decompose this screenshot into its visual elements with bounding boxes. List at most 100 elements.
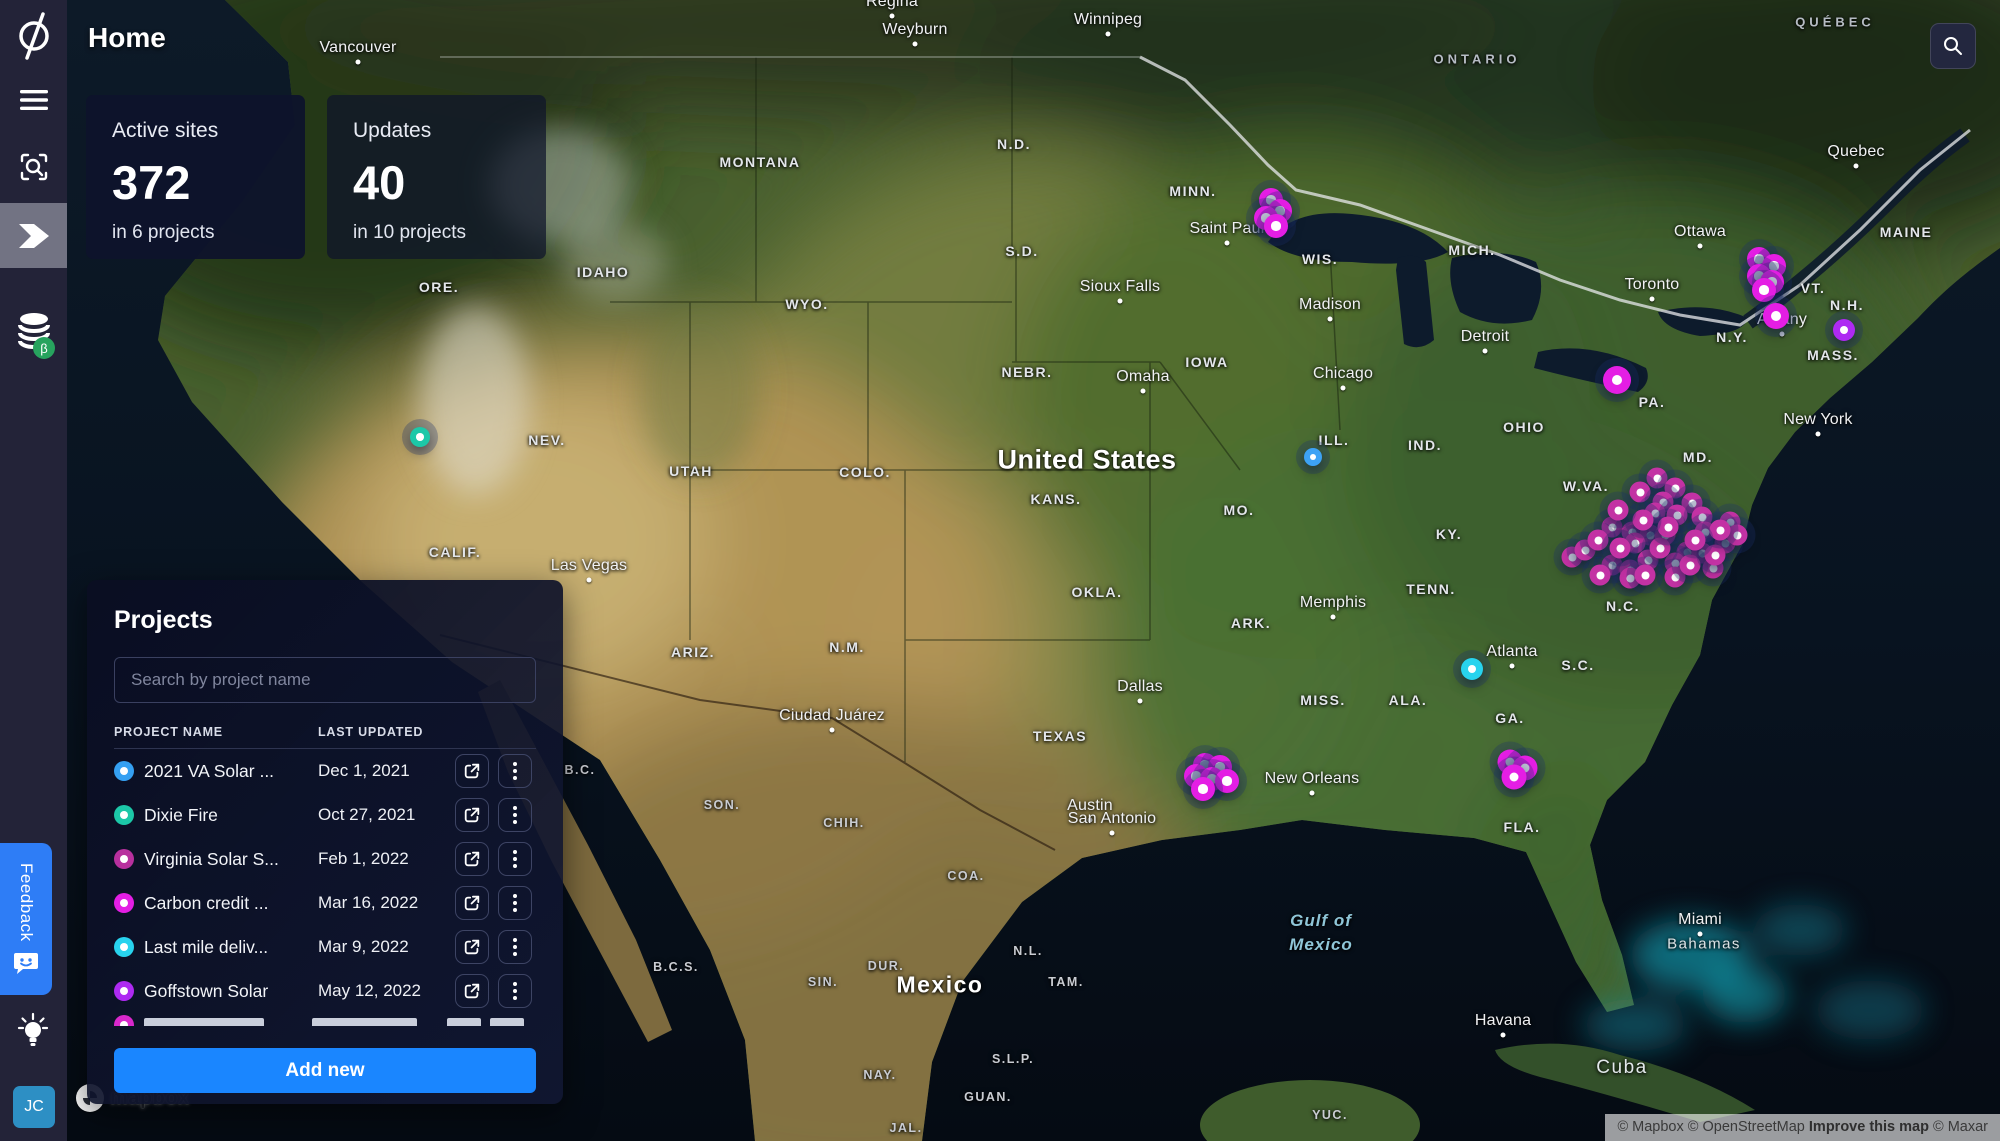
map-marker-marker-illinois[interactable] — [1304, 448, 1322, 466]
share-project-button[interactable] — [455, 974, 489, 1008]
share-project-button[interactable] — [455, 798, 489, 832]
map-marker-virginia-solar-cluster[interactable] — [1632, 509, 1654, 531]
attribution-improve-link[interactable]: Improve this map — [1808, 1119, 1929, 1135]
feedback-smiley-icon — [14, 953, 38, 975]
user-avatar[interactable]: JC — [13, 1086, 55, 1128]
map-marker-cluster-jacksonville[interactable] — [1501, 764, 1527, 790]
share-project-button[interactable] — [455, 842, 489, 876]
orbit-logo-icon — [18, 12, 49, 60]
updates-sub: in 10 projects — [353, 222, 467, 243]
share-project-button[interactable] — [455, 930, 489, 964]
map-marker-marker-albany[interactable] — [1763, 303, 1789, 329]
map-attribution: © Mapbox © OpenStreetMap Improve this ma… — [1605, 1114, 2000, 1141]
map-marker-virginia-solar-cluster[interactable] — [1629, 481, 1651, 503]
col-project-name: PROJECT NAME — [114, 725, 223, 739]
project-row[interactable]: 2021 VA Solar ... Dec 1, 2021 — [114, 749, 536, 793]
kebab-menu-icon — [513, 945, 517, 949]
share-icon — [464, 763, 480, 779]
map-marker-virginia-solar-cluster[interactable] — [1601, 516, 1623, 538]
map-marker-virginia-solar-cluster[interactable] — [1709, 519, 1731, 541]
map-marker-virginia-solar-cluster[interactable] — [1684, 529, 1706, 551]
updates-card: Updates 40 in 10 projects — [327, 95, 546, 259]
kebab-menu-icon — [513, 769, 517, 773]
map-marker-virginia-solar-cluster[interactable] — [1646, 467, 1668, 489]
map-marker-virginia-solar-cluster[interactable] — [1587, 529, 1609, 551]
share-icon — [464, 851, 480, 867]
attribution-maxar-link[interactable]: © Maxar — [1933, 1119, 1988, 1135]
map-marker-marker-atlanta[interactable] — [1461, 658, 1483, 680]
feedback-tab[interactable]: Feedback — [0, 843, 52, 995]
updates-value: 40 — [353, 156, 406, 209]
map-marker-cluster-louisiana[interactable] — [1191, 777, 1215, 801]
map-marker-virginia-solar-cluster[interactable] — [1679, 554, 1701, 576]
project-color-dot — [114, 937, 134, 957]
project-menu-button[interactable] — [498, 798, 532, 832]
project-row[interactable]: Last mile deliv... Mar 9, 2022 — [114, 925, 536, 969]
project-menu-button[interactable] — [498, 930, 532, 964]
map-marker-marker-dixie-ca[interactable] — [410, 427, 430, 447]
active-sites-sub: in 6 projects — [112, 222, 215, 243]
share-project-button[interactable] — [455, 754, 489, 788]
share-icon — [464, 895, 480, 911]
project-menu-button[interactable] — [498, 974, 532, 1008]
project-color-dot — [114, 893, 134, 913]
map-marker-cluster-newyork[interactable] — [1752, 278, 1776, 302]
map-marker-marker-pa[interactable] — [1603, 366, 1631, 394]
app-logo[interactable] — [0, 4, 67, 68]
map-marker-virginia-solar-cluster[interactable] — [1649, 537, 1671, 559]
sidebar-item-sites-active[interactable] — [0, 203, 67, 268]
map-marker-virginia-solar-cluster[interactable] — [1634, 564, 1656, 586]
sidebar-item-menu[interactable] — [0, 68, 67, 132]
project-color-dot — [114, 761, 134, 781]
project-last-updated: Feb 1, 2022 — [318, 849, 409, 868]
project-row[interactable]: Goffstown Solar May 12, 2022 — [114, 969, 536, 1013]
projects-panel: Projects PROJECT NAME LAST UPDATED 2021 … — [87, 580, 563, 1104]
map-marker-virginia-solar-cluster[interactable] — [1704, 544, 1726, 566]
projects-title: Projects — [114, 606, 213, 634]
lightbulb-icon — [17, 1012, 49, 1046]
map-search-button[interactable] — [1930, 23, 1976, 69]
attribution-mapbox-link[interactable]: © Mapbox — [1617, 1119, 1684, 1135]
map-marker-virginia-solar-cluster[interactable] — [1607, 499, 1629, 521]
share-project-button[interactable] — [455, 886, 489, 920]
map-marker-virginia-solar-cluster[interactable] — [1657, 516, 1679, 538]
map-marker-virginia-solar-cluster[interactable] — [1726, 524, 1748, 546]
sidebar-item-explore[interactable] — [0, 135, 67, 199]
project-name: Last mile deliv... — [144, 936, 269, 957]
project-menu-button[interactable] — [498, 842, 532, 876]
map-marker-marker-goffstown-nh[interactable] — [1833, 319, 1855, 341]
sidebar-item-data-beta[interactable]: β — [0, 295, 67, 367]
project-color-dot — [114, 805, 134, 825]
map-marker-virginia-solar-cluster[interactable] — [1589, 564, 1611, 586]
project-menu-button[interactable] — [498, 886, 532, 920]
map-marker-cluster-louisiana[interactable] — [1215, 769, 1239, 793]
kebab-menu-icon — [513, 989, 517, 993]
project-name: Virginia Solar S... — [144, 848, 279, 869]
project-row-partial — [114, 1013, 536, 1026]
active-sites-value: 372 — [112, 156, 191, 209]
map-marker-virginia-solar-cluster[interactable] — [1609, 537, 1631, 559]
share-icon — [464, 939, 480, 955]
project-search-input[interactable] — [114, 657, 536, 703]
project-last-updated: Mar 16, 2022 — [318, 893, 419, 912]
map-marker-virginia-solar-cluster[interactable] — [1664, 566, 1686, 588]
project-name: Goffstown Solar — [144, 980, 269, 1001]
kebab-menu-icon — [513, 857, 517, 861]
share-icon — [464, 983, 480, 999]
scan-search-icon — [20, 153, 47, 181]
project-row[interactable]: Dixie Fire Oct 27, 2021 — [114, 793, 536, 837]
project-row[interactable]: Virginia Solar S... Feb 1, 2022 — [114, 837, 536, 881]
help-tips-button[interactable] — [14, 1012, 52, 1057]
project-name: Dixie Fire — [144, 804, 218, 825]
project-name: 2021 VA Solar ... — [144, 760, 275, 781]
project-row[interactable]: Carbon credit ... Mar 16, 2022 — [114, 881, 536, 925]
updates-label: Updates — [353, 119, 432, 142]
project-menu-button[interactable] — [498, 754, 532, 788]
kebab-menu-icon — [513, 901, 517, 905]
map-marker-cluster-stpaul[interactable] — [1264, 214, 1288, 238]
attribution-osm-link[interactable]: © OpenStreetMap — [1687, 1119, 1805, 1135]
add-new-button[interactable]: Add new — [114, 1048, 536, 1093]
project-name: Carbon credit ... — [144, 892, 269, 913]
project-last-updated: Dec 1, 2021 — [318, 761, 410, 780]
